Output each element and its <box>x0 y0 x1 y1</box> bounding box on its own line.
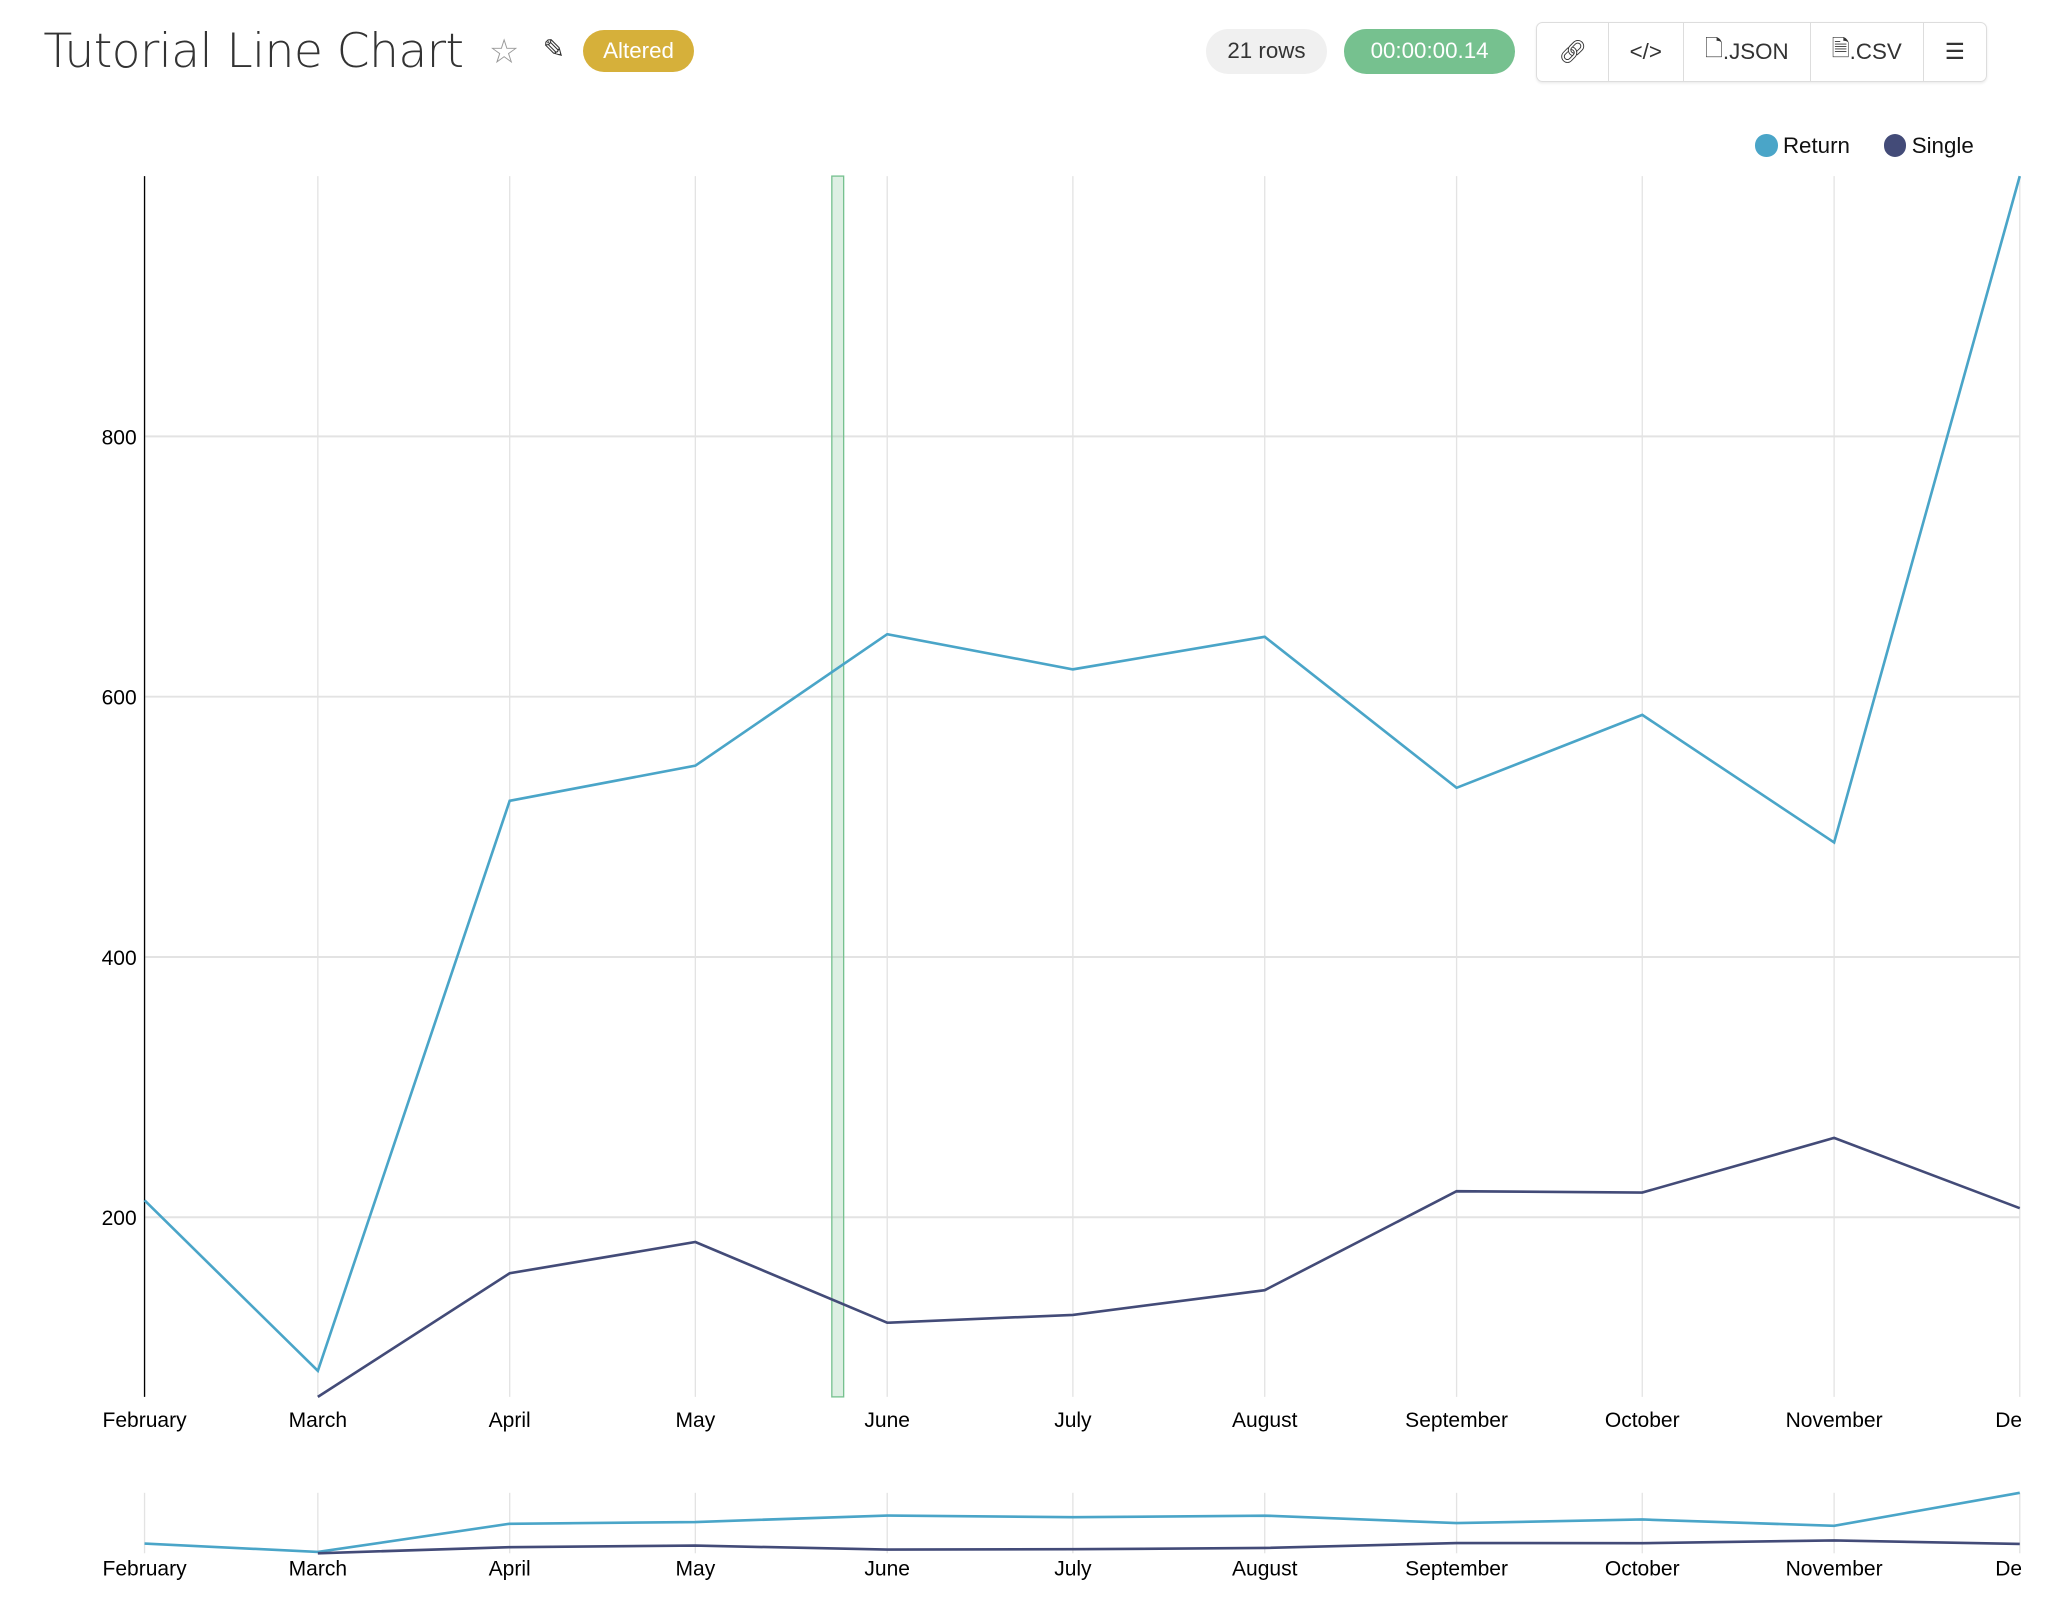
overview-x-tick-label: November <box>1786 1558 1883 1581</box>
overview-x-tick-label: June <box>864 1558 910 1581</box>
legend-item-return[interactable]: Return <box>1755 133 1850 159</box>
altered-badge[interactable]: Altered <box>583 30 694 73</box>
x-tick-label: February <box>103 1409 188 1432</box>
overview-x-tick-label: April <box>489 1558 531 1581</box>
legend-label: Single <box>1911 132 1974 158</box>
series-line-return <box>143 175 2022 1374</box>
x-tick-label: March <box>289 1409 347 1432</box>
series-line-single <box>317 1136 2021 1398</box>
x-tick-label: September <box>1405 1409 1508 1432</box>
export-csv-button[interactable]: 🗎︎ .CSV <box>1811 23 1924 82</box>
overview-x-tick-label: August <box>1232 1558 1298 1581</box>
embed-code-button[interactable]: </> <box>1609 23 1684 82</box>
overview-x-tick-label: May <box>676 1558 716 1581</box>
file-text-icon: 🗎︎ <box>1831 36 1850 62</box>
link-button[interactable]: 🔗︎ <box>1537 23 1609 82</box>
code-icon: </> <box>1629 39 1662 65</box>
legend-label: Return <box>1782 132 1850 158</box>
page-title: Tutorial Line Chart <box>43 23 464 79</box>
overview-x-tick-label: March <box>289 1558 347 1581</box>
y-tick-label: 600 <box>102 687 137 710</box>
right-clip <box>2021 1392 2050 1591</box>
legend-dot-icon <box>1755 134 1778 157</box>
x-tick-label: June <box>864 1409 910 1432</box>
row-count-badge: 21 rows <box>1206 28 1327 74</box>
overview-x-tick-label: October <box>1605 1558 1680 1581</box>
x-tick-label: April <box>489 1409 531 1432</box>
legend-item-single[interactable]: Single <box>1884 133 1974 159</box>
overview-line-return <box>144 1491 2021 1554</box>
query-timer-badge: 00:00:00.14 <box>1344 28 1515 74</box>
star-icon[interactable]: ☆ <box>488 32 520 71</box>
csv-label: .CSV <box>1849 39 1902 65</box>
brush-selection <box>831 175 845 1398</box>
y-tick-label: 200 <box>102 1207 137 1230</box>
y-tick-label: 800 <box>102 426 137 449</box>
overview-line-single <box>317 1539 2020 1555</box>
x-tick-label: August <box>1232 1409 1298 1432</box>
legend: Return Single <box>1755 133 1974 159</box>
overview-x-tick-label: July <box>1054 1558 1092 1581</box>
x-tick-label: November <box>1786 1409 1883 1432</box>
file-code-icon: 🗋︎ <box>1704 36 1723 62</box>
json-label: .JSON <box>1722 39 1789 65</box>
hamburger-icon: ☰ <box>1944 39 1965 65</box>
link-icon: 🔗︎ <box>1558 39 1587 65</box>
x-tick-label: July <box>1054 1409 1092 1432</box>
y-tick-label: 400 <box>102 947 137 970</box>
x-tick-label: May <box>676 1409 716 1432</box>
overview-x-tick-label: February <box>103 1558 188 1581</box>
export-json-button[interactable]: 🗋︎ .JSON <box>1684 23 1811 82</box>
menu-button[interactable]: ☰ <box>1924 23 1986 81</box>
legend-dot-icon <box>1884 134 1907 157</box>
overview-x-tick-label: September <box>1405 1558 1508 1581</box>
edit-icon[interactable]: ✎ <box>542 34 565 65</box>
action-button-group: 🔗︎ </> 🗋︎ .JSON 🗎︎ .CSV ☰ <box>1536 22 1987 83</box>
x-tick-label: October <box>1605 1409 1680 1432</box>
